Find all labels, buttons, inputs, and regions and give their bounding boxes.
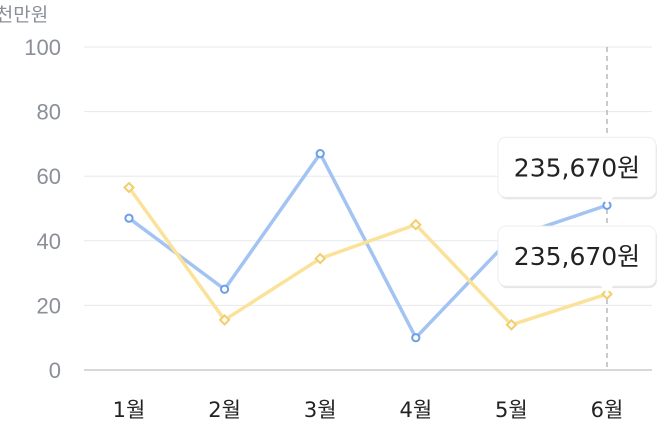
series-2-point[interactable] bbox=[218, 314, 231, 326]
series-2-point[interactable] bbox=[314, 252, 327, 265]
y-tick-label: 20 bbox=[37, 293, 61, 318]
y-tick-label: 80 bbox=[37, 100, 61, 125]
x-tick-label: 5월 bbox=[495, 398, 528, 422]
series-1-point[interactable] bbox=[411, 333, 421, 343]
x-tick-label: 6월 bbox=[591, 398, 624, 422]
series-1-point[interactable] bbox=[220, 284, 230, 294]
x-tick-label: 1월 bbox=[113, 398, 146, 422]
series-2-point[interactable] bbox=[123, 181, 135, 194]
series-line-2 bbox=[127, 185, 609, 327]
tooltips: 235,670원 235,670원 bbox=[497, 136, 657, 294]
x-tick-label: 4월 bbox=[399, 398, 432, 422]
y-axis-unit-label: 천만원 bbox=[0, 4, 48, 26]
tooltip-value: 235,670원 bbox=[514, 153, 640, 182]
tooltip-value: 235,670원 bbox=[514, 242, 640, 271]
x-axis-ticks: 1월 2월 3월 4월 5월 6월 bbox=[113, 398, 624, 422]
tooltip-2: 235,670원 bbox=[497, 225, 657, 294]
y-tick-label: 100 bbox=[24, 35, 61, 60]
series-2-point[interactable] bbox=[505, 318, 518, 331]
y-tick-label: 60 bbox=[37, 164, 61, 189]
grid-lines bbox=[84, 46, 652, 371]
tooltip-1: 235,670원 bbox=[497, 136, 657, 205]
x-tick-label: 3월 bbox=[304, 398, 337, 422]
y-axis-ticks: 0 20 40 60 80 100 bbox=[24, 35, 61, 383]
series-1-point[interactable] bbox=[315, 148, 325, 159]
x-tick-label: 2월 bbox=[208, 398, 241, 422]
y-tick-label: 40 bbox=[37, 229, 61, 254]
series-1-point[interactable] bbox=[124, 213, 134, 223]
series-2-point[interactable] bbox=[601, 288, 613, 301]
y-tick-label: 0 bbox=[49, 358, 61, 383]
series-2-point[interactable] bbox=[409, 218, 422, 231]
